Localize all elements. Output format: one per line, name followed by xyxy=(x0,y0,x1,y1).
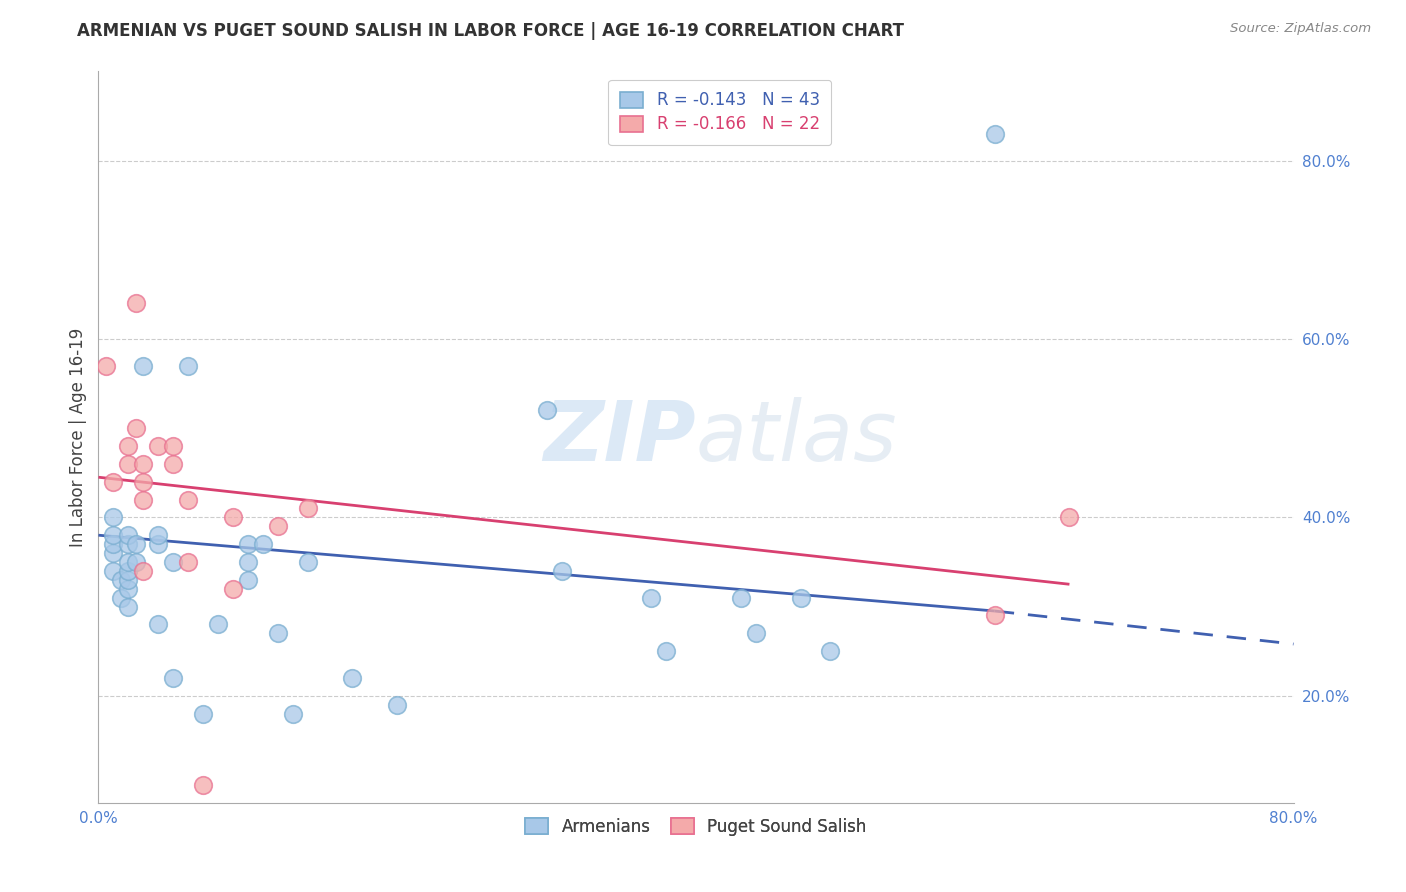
Point xyxy=(103,528,125,542)
Legend: Armenians, Puget Sound Salish: Armenians, Puget Sound Salish xyxy=(515,807,877,846)
Point xyxy=(222,510,245,524)
Text: ARMENIAN VS PUGET SOUND SALISH IN LABOR FORCE | AGE 16-19 CORRELATION CHART: ARMENIAN VS PUGET SOUND SALISH IN LABOR … xyxy=(77,22,904,40)
Point xyxy=(117,599,139,614)
Point xyxy=(132,359,155,373)
Point xyxy=(117,582,139,596)
Point xyxy=(984,608,1007,623)
Point xyxy=(132,564,155,578)
Point xyxy=(297,501,319,516)
Point xyxy=(236,573,259,587)
Text: ZIP: ZIP xyxy=(543,397,696,477)
Point xyxy=(191,706,214,721)
Point xyxy=(236,537,259,551)
Point xyxy=(117,573,139,587)
Point xyxy=(984,127,1007,141)
Point xyxy=(148,528,170,542)
Point xyxy=(132,475,155,489)
Point xyxy=(1059,510,1081,524)
Text: atlas: atlas xyxy=(696,397,897,477)
Point xyxy=(177,359,200,373)
Point xyxy=(110,591,132,605)
Point xyxy=(125,421,148,435)
Point xyxy=(162,439,184,453)
Point xyxy=(117,564,139,578)
Point xyxy=(162,457,184,471)
Point xyxy=(162,555,184,569)
Point xyxy=(148,617,170,632)
Point xyxy=(103,564,125,578)
Point xyxy=(117,457,139,471)
Point xyxy=(103,510,125,524)
Point xyxy=(132,457,155,471)
Point xyxy=(125,296,148,310)
Point xyxy=(281,706,304,721)
Point xyxy=(297,555,319,569)
Point xyxy=(745,626,768,640)
Point xyxy=(789,591,811,605)
Point xyxy=(177,555,200,569)
Point xyxy=(117,537,139,551)
Point xyxy=(385,698,409,712)
Point xyxy=(162,671,184,685)
Point xyxy=(550,564,572,578)
Point xyxy=(252,537,274,551)
Text: Source: ZipAtlas.com: Source: ZipAtlas.com xyxy=(1230,22,1371,36)
Y-axis label: In Labor Force | Age 16-19: In Labor Force | Age 16-19 xyxy=(69,327,87,547)
Point xyxy=(191,778,214,792)
Point xyxy=(267,519,290,533)
Point xyxy=(117,439,139,453)
Point xyxy=(236,555,259,569)
Point xyxy=(125,537,148,551)
Point xyxy=(148,439,170,453)
Point xyxy=(640,591,662,605)
Point xyxy=(110,573,132,587)
Point xyxy=(125,555,148,569)
Point xyxy=(132,492,155,507)
Point xyxy=(103,475,125,489)
Point xyxy=(207,617,229,632)
Point xyxy=(730,591,752,605)
Point xyxy=(148,537,170,551)
Point xyxy=(103,546,125,560)
Point xyxy=(222,582,245,596)
Point xyxy=(267,626,290,640)
Point xyxy=(103,537,125,551)
Point xyxy=(94,359,117,373)
Point xyxy=(536,403,558,417)
Point xyxy=(342,671,364,685)
Point xyxy=(177,492,200,507)
Point xyxy=(820,644,842,658)
Point xyxy=(655,644,678,658)
Point xyxy=(117,555,139,569)
Point xyxy=(117,528,139,542)
